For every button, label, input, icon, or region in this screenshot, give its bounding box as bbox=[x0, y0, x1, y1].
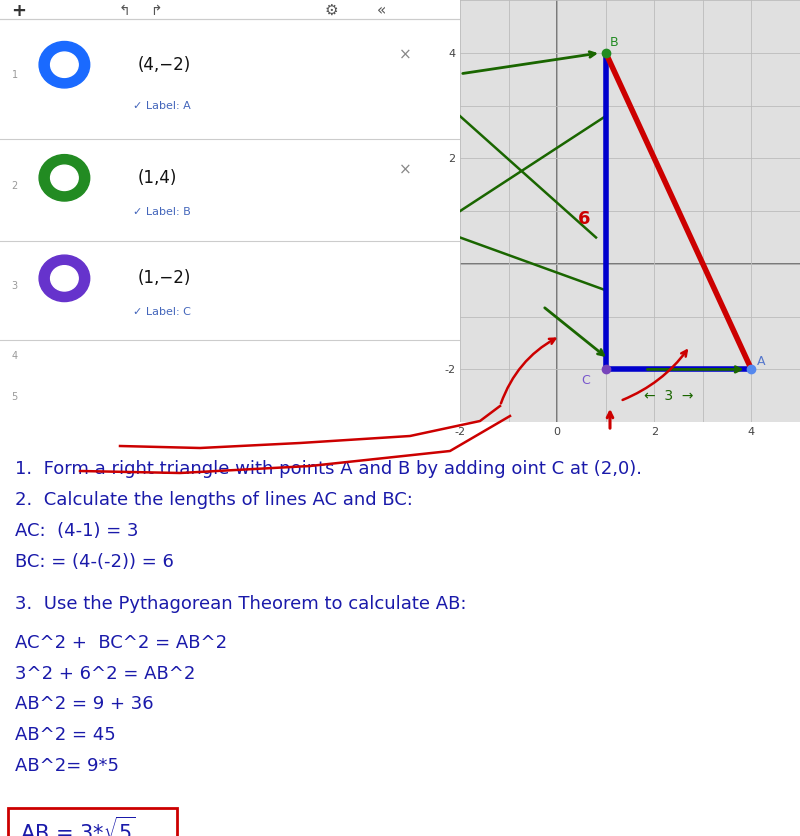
Circle shape bbox=[50, 52, 78, 78]
FancyBboxPatch shape bbox=[8, 808, 177, 836]
Text: ×: × bbox=[398, 162, 411, 177]
Text: 4: 4 bbox=[11, 350, 18, 360]
Text: «: « bbox=[377, 3, 386, 18]
Text: AB^2 = 45: AB^2 = 45 bbox=[15, 726, 116, 744]
Text: A: A bbox=[758, 355, 766, 368]
Circle shape bbox=[39, 42, 90, 88]
Text: ↰: ↰ bbox=[118, 3, 130, 18]
Text: ←  3  →: ← 3 → bbox=[644, 389, 694, 403]
Text: AB^2= 9*5: AB^2= 9*5 bbox=[15, 757, 119, 775]
Text: 2.  Calculate the lengths of lines AC and BC:: 2. Calculate the lengths of lines AC and… bbox=[15, 491, 413, 509]
Text: 3^2 + 6^2 = AB^2: 3^2 + 6^2 = AB^2 bbox=[15, 665, 195, 682]
Text: ↱: ↱ bbox=[150, 3, 162, 18]
Circle shape bbox=[39, 255, 90, 302]
Text: (1,−2): (1,−2) bbox=[138, 269, 191, 288]
Text: (1,4): (1,4) bbox=[138, 169, 178, 186]
Circle shape bbox=[39, 155, 90, 201]
Text: 6: 6 bbox=[578, 210, 590, 228]
Text: AC:  (4-1) = 3: AC: (4-1) = 3 bbox=[15, 522, 138, 540]
Text: ✓ Label: B: ✓ Label: B bbox=[134, 207, 191, 217]
Circle shape bbox=[50, 266, 78, 291]
Text: 1: 1 bbox=[11, 70, 18, 80]
Text: ✓ Label: C: ✓ Label: C bbox=[134, 307, 191, 317]
Text: (4,−2): (4,−2) bbox=[138, 56, 191, 74]
Text: BC: = (4-(-2)) = 6: BC: = (4-(-2)) = 6 bbox=[15, 553, 174, 571]
Text: 1.  Form a right triangle with points A and B by adding oint C at (2,0).: 1. Form a right triangle with points A a… bbox=[15, 460, 642, 478]
Text: ✓ Label: A: ✓ Label: A bbox=[134, 100, 191, 110]
Text: 3.  Use the Pythagorean Theorem to calculate AB:: 3. Use the Pythagorean Theorem to calcul… bbox=[15, 594, 466, 613]
Text: AB = 3*$\sqrt{5}$: AB = 3*$\sqrt{5}$ bbox=[20, 817, 136, 836]
Text: 3: 3 bbox=[11, 281, 18, 291]
Text: ×: × bbox=[398, 48, 411, 63]
Text: +: + bbox=[11, 2, 26, 19]
Text: 5: 5 bbox=[11, 392, 18, 402]
Text: AC^2 +  BC^2 = AB^2: AC^2 + BC^2 = AB^2 bbox=[15, 634, 227, 652]
Text: 2: 2 bbox=[11, 181, 18, 191]
Text: ⚙: ⚙ bbox=[324, 3, 338, 18]
Text: B: B bbox=[610, 37, 618, 49]
Circle shape bbox=[50, 166, 78, 191]
Text: AB^2 = 9 + 36: AB^2 = 9 + 36 bbox=[15, 696, 154, 713]
Text: C: C bbox=[582, 375, 590, 387]
